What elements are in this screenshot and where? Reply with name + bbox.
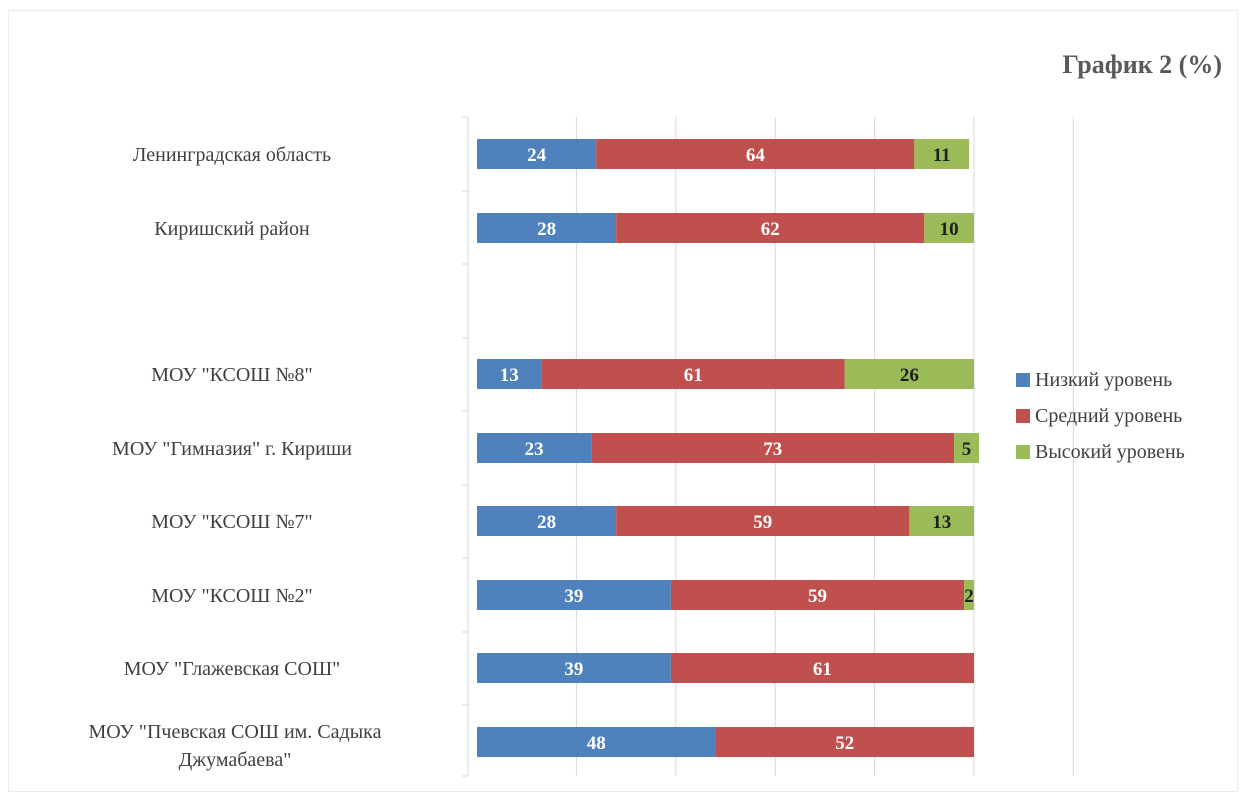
bar-segment [477, 580, 671, 610]
data-label: 5 [962, 439, 972, 460]
data-label: 26 [900, 365, 919, 386]
data-labels: 24 64 11 28 62 10 13 61 26 23 73 5 28 59 13 39 59 2 39 61 48… [500, 145, 974, 754]
category-label: МОУ "КСОШ №8" [151, 364, 312, 386]
category-label: МОУ "Гимназия" г. Кириши [112, 438, 352, 460]
category-label-line: МОУ "Пчевская СОШ им. Садыка [89, 721, 382, 743]
bar-segment [477, 359, 542, 389]
data-label: 39 [564, 586, 583, 607]
bar-segment [616, 506, 910, 536]
bar-segment [964, 580, 974, 610]
bar-segment [541, 359, 845, 389]
legend-label-medium: Средний уровень [1035, 404, 1183, 427]
legend-swatch-medium [1016, 409, 1030, 423]
bar-segment [477, 653, 671, 683]
legend-swatch-high [1016, 445, 1030, 459]
data-label: 61 [813, 659, 832, 680]
category-label: МОУ "КСОШ №7" [151, 511, 312, 533]
data-label: 28 [537, 219, 556, 240]
data-label: 59 [808, 586, 827, 607]
chart-title: График 2 (%) [1062, 50, 1222, 79]
bar-segment [591, 433, 955, 463]
bar-segment [715, 727, 974, 757]
category-label-line: Джумабаева" [179, 749, 292, 771]
category-label: МОУ "Глажевская СОШ" [124, 658, 341, 680]
category-label: МОУ "КСОШ №2" [151, 585, 312, 607]
data-label: 52 [835, 733, 854, 754]
data-label: 10 [940, 219, 959, 240]
data-label: 24 [527, 145, 547, 166]
bar-segment [616, 213, 925, 243]
data-label: 61 [684, 365, 703, 386]
data-label: 59 [753, 512, 772, 533]
bar-segment [924, 213, 974, 243]
bar-segment [914, 139, 970, 169]
bar-segment [844, 359, 974, 389]
category-labels: Ленинградская область Киришский район МОУ … [89, 144, 382, 771]
data-label: 13 [932, 512, 951, 533]
bar-segment [909, 506, 974, 536]
data-label: 48 [587, 733, 606, 754]
bar-segment [477, 433, 592, 463]
bar-segment [477, 506, 617, 536]
legend: Низкий уровень Средний уровень Высокий у… [1016, 362, 1185, 470]
data-label: 23 [525, 439, 544, 460]
bar-segment [477, 139, 597, 169]
bar-segment [954, 433, 979, 463]
bar-segment [477, 213, 617, 243]
bar-segment [670, 580, 965, 610]
data-label: 64 [746, 145, 766, 166]
bar-segment [477, 727, 716, 757]
bar-segment [670, 653, 974, 683]
data-label: 13 [500, 365, 519, 386]
legend-label-low: Низкий уровень [1035, 368, 1173, 391]
data-label: 73 [763, 439, 782, 460]
data-label: 62 [761, 219, 780, 240]
category-label: Киришский район [154, 218, 310, 240]
legend-label-high: Высокий уровень [1035, 440, 1185, 463]
legend-item-medium: Средний уровень [1016, 398, 1185, 434]
legend-item-low: Низкий уровень [1016, 362, 1185, 398]
data-label: 11 [933, 145, 951, 166]
data-label: 28 [537, 512, 556, 533]
data-label: 2 [964, 586, 974, 607]
legend-item-high: Высокий уровень [1016, 434, 1185, 470]
bar-segment [596, 139, 915, 169]
legend-swatch-low [1016, 373, 1030, 387]
category-label: МОУ "Пчевская СОШ им. Садыка Джумабаева" [89, 721, 382, 771]
bars [477, 139, 979, 757]
data-label: 39 [564, 659, 583, 680]
category-label: Ленинградская область [133, 144, 331, 166]
